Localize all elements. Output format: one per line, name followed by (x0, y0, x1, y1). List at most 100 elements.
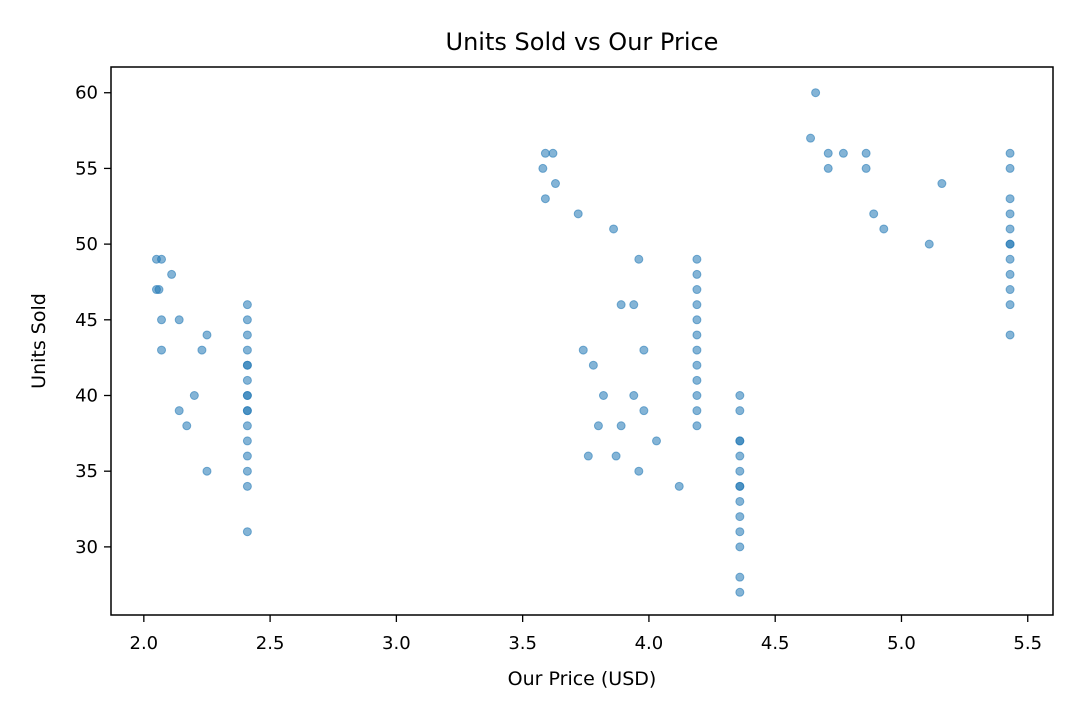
data-point (616, 300, 626, 310)
data-point (242, 481, 252, 491)
data-point (692, 360, 702, 370)
data-point (1005, 285, 1015, 295)
data-point (588, 360, 598, 370)
data-point (629, 391, 639, 400)
data-point (242, 345, 252, 355)
data-point (197, 345, 207, 355)
data-point (242, 300, 252, 310)
data-point (540, 194, 550, 204)
data-point (639, 406, 649, 416)
data-point (735, 512, 745, 522)
data-point (735, 466, 745, 476)
data-point (242, 466, 252, 476)
data-point (157, 254, 167, 264)
data-point (735, 496, 745, 506)
data-point (735, 481, 745, 491)
data-point (692, 330, 702, 340)
x-tick-label: 3.0 (382, 633, 411, 654)
data-point (1005, 300, 1015, 310)
data-point (548, 148, 558, 158)
data-point (242, 451, 252, 461)
data-point (202, 466, 212, 476)
data-point (806, 133, 816, 143)
data-point (823, 148, 833, 158)
data-point (242, 421, 252, 431)
y-tick-label: 30 (75, 537, 98, 558)
data-point (182, 421, 192, 431)
y-tick-label: 45 (75, 310, 98, 331)
y-axis: 30 35 40 45 50 55 60 (75, 83, 111, 558)
data-point (598, 391, 608, 400)
x-tick-label: 4.0 (635, 633, 664, 654)
data-point (1005, 269, 1015, 279)
data-point (174, 406, 184, 416)
x-tick-label: 2.5 (256, 633, 285, 654)
data-point (157, 315, 167, 325)
y-tick-label: 55 (75, 158, 98, 179)
y-tick-label: 60 (75, 83, 98, 104)
data-point (609, 224, 619, 234)
y-axis-label: Units Sold (28, 293, 50, 389)
data-point (1005, 254, 1015, 264)
data-point (1005, 163, 1015, 173)
data-point (879, 224, 889, 234)
data-point (634, 466, 644, 476)
data-point (538, 163, 548, 173)
data-point (861, 163, 871, 173)
data-points (151, 88, 1015, 597)
data-point (652, 436, 661, 446)
chart-title: Units Sold vs Our Price (446, 28, 719, 56)
x-axis-label: Our Price (USD) (508, 668, 657, 690)
data-point (174, 315, 184, 325)
data-point (838, 148, 848, 158)
y-tick-label: 50 (75, 234, 98, 255)
data-point (692, 269, 702, 279)
data-point (242, 391, 252, 400)
data-point (823, 163, 833, 173)
x-tick-label: 4.5 (761, 633, 790, 654)
data-point (735, 451, 745, 461)
data-point (242, 375, 252, 385)
data-point (937, 179, 947, 189)
data-point (692, 254, 702, 264)
data-point (735, 436, 745, 446)
data-point (639, 345, 649, 355)
data-point (242, 330, 252, 340)
data-point (1005, 239, 1015, 249)
data-point (634, 254, 644, 264)
data-point (692, 345, 702, 355)
data-point (735, 391, 745, 400)
data-point (692, 315, 702, 325)
data-point (692, 375, 702, 385)
data-point (869, 209, 879, 219)
data-point (616, 421, 626, 431)
data-point (735, 572, 745, 582)
y-tick-label: 40 (75, 385, 98, 406)
data-point (692, 406, 702, 416)
data-point (692, 300, 702, 310)
data-point (692, 391, 702, 400)
data-point (573, 209, 583, 219)
data-point (242, 360, 252, 370)
data-point (202, 330, 212, 340)
data-point (629, 300, 639, 310)
data-point (550, 179, 560, 189)
data-point (1005, 194, 1015, 204)
data-point (242, 436, 252, 446)
data-point (924, 239, 934, 249)
data-point (735, 527, 745, 537)
x-tick-label: 5.5 (1013, 633, 1042, 654)
x-tick-label: 3.5 (508, 633, 537, 654)
data-point (242, 315, 252, 325)
data-point (735, 542, 745, 552)
data-point (154, 285, 164, 295)
data-point (692, 421, 702, 431)
data-point (593, 421, 603, 431)
data-point (578, 345, 588, 355)
data-point (540, 148, 550, 158)
data-point (861, 148, 871, 158)
x-tick-label: 2.0 (130, 633, 159, 654)
data-point (157, 345, 167, 355)
